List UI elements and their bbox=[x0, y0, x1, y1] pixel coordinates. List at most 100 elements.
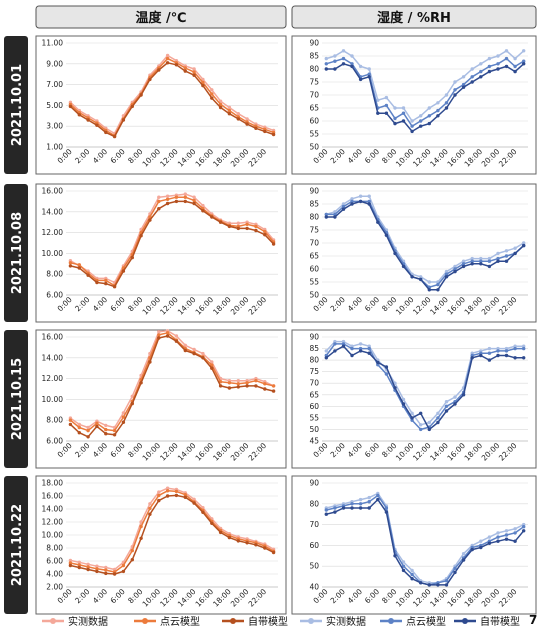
y-tick-label: 90 bbox=[309, 187, 319, 196]
data-point bbox=[183, 69, 187, 73]
y-tick-label: 10.00 bbox=[42, 395, 64, 404]
y-tick-label: 70 bbox=[309, 91, 319, 100]
data-point bbox=[192, 501, 196, 505]
data-point bbox=[401, 111, 406, 115]
data-point bbox=[121, 118, 126, 122]
data-point bbox=[227, 381, 232, 385]
data-point bbox=[350, 353, 354, 358]
date-label-2 bbox=[4, 184, 28, 322]
y-tick-label: 2.00 bbox=[46, 583, 63, 592]
data-point bbox=[245, 122, 249, 126]
data-point bbox=[470, 547, 474, 552]
data-point bbox=[341, 506, 346, 510]
data-point bbox=[350, 502, 354, 506]
data-point bbox=[358, 342, 363, 346]
data-point bbox=[192, 497, 196, 501]
data-point bbox=[130, 558, 134, 562]
data-point bbox=[410, 411, 414, 415]
data-point bbox=[157, 493, 161, 498]
data-point bbox=[165, 331, 170, 335]
data-point bbox=[77, 422, 82, 427]
data-point bbox=[86, 562, 90, 566]
data-point bbox=[254, 228, 258, 233]
data-point bbox=[130, 394, 134, 398]
legend-temp-pointcloud-label: 点云模型 bbox=[160, 615, 200, 628]
y-tick-label: 9.00 bbox=[46, 59, 63, 68]
data-point bbox=[461, 558, 466, 562]
panel-frame bbox=[35, 329, 287, 469]
data-point bbox=[376, 98, 380, 102]
data-point bbox=[376, 220, 380, 224]
legend-hum-pointcloud-label: 点云模型 bbox=[406, 615, 446, 628]
data-point bbox=[183, 192, 187, 196]
data-point bbox=[157, 195, 161, 199]
data-point bbox=[263, 129, 267, 134]
data-point bbox=[487, 358, 492, 362]
data-point bbox=[341, 56, 346, 61]
data-point bbox=[130, 548, 134, 553]
data-point bbox=[165, 53, 170, 58]
data-point bbox=[393, 251, 397, 256]
data-point bbox=[95, 421, 99, 425]
data-point bbox=[192, 198, 196, 203]
legend-item-hum-builtin: 自带模型 bbox=[454, 615, 520, 628]
y-tick-label: 90 bbox=[309, 333, 319, 342]
data-point bbox=[254, 126, 258, 130]
data-point bbox=[104, 427, 108, 432]
data-point bbox=[401, 106, 406, 110]
data-point bbox=[401, 264, 406, 269]
data-point bbox=[157, 207, 161, 211]
data-point bbox=[112, 572, 117, 576]
y-tick-label: 18.00 bbox=[42, 479, 64, 488]
data-point bbox=[479, 353, 483, 358]
data-point bbox=[504, 56, 509, 61]
data-point bbox=[341, 49, 346, 53]
date-label-1-text: 2021.10.01 bbox=[10, 64, 25, 146]
data-point bbox=[218, 105, 223, 110]
data-point bbox=[324, 56, 328, 61]
data-point bbox=[427, 280, 431, 284]
data-point bbox=[95, 569, 99, 574]
data-point bbox=[104, 281, 108, 286]
data-point bbox=[504, 259, 509, 263]
y-tick-label: 70 bbox=[309, 379, 319, 388]
data-point bbox=[95, 424, 99, 429]
data-point bbox=[174, 63, 179, 67]
data-point bbox=[165, 61, 170, 65]
data-point bbox=[522, 49, 526, 53]
data-point bbox=[513, 527, 517, 531]
y-tick-label: 85 bbox=[309, 200, 319, 209]
data-point bbox=[504, 254, 509, 258]
data-point bbox=[470, 256, 474, 261]
data-point bbox=[86, 567, 90, 572]
data-point bbox=[341, 62, 346, 66]
legend-item-temp-measured: 实测数据 bbox=[42, 615, 108, 628]
humidity-header-label: 湿度 / %RH bbox=[377, 10, 451, 26]
data-point bbox=[157, 330, 161, 334]
data-point bbox=[470, 356, 474, 360]
data-point bbox=[130, 104, 134, 109]
data-point bbox=[384, 510, 389, 514]
data-point bbox=[174, 199, 179, 204]
data-point bbox=[487, 56, 492, 61]
data-point bbox=[183, 493, 187, 497]
data-point bbox=[367, 346, 371, 351]
data-point bbox=[461, 75, 466, 79]
data-point bbox=[496, 259, 500, 263]
data-point bbox=[333, 54, 337, 58]
data-point bbox=[139, 536, 143, 540]
data-point bbox=[324, 512, 328, 516]
data-point bbox=[496, 251, 500, 256]
data-point bbox=[513, 69, 517, 74]
date-label-1 bbox=[4, 36, 28, 174]
data-point bbox=[367, 500, 371, 504]
data-point bbox=[384, 372, 389, 376]
data-point bbox=[174, 339, 179, 343]
data-point bbox=[350, 202, 354, 206]
data-point bbox=[496, 349, 500, 353]
data-point bbox=[376, 111, 380, 115]
data-point bbox=[350, 197, 354, 201]
data-point bbox=[522, 62, 526, 66]
data-point bbox=[453, 570, 457, 575]
